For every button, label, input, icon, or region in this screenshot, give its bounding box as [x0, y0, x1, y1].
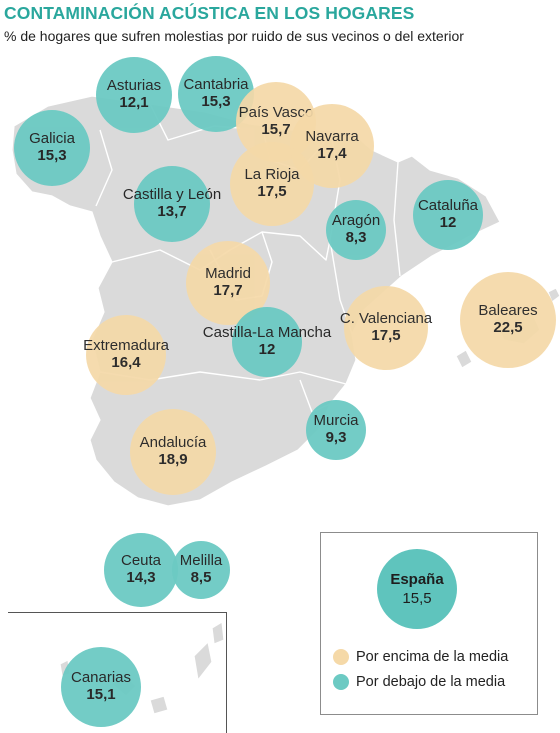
region-bubble: La Rioja 17,5	[230, 142, 314, 226]
chart-title: CONTAMINACIÓN ACÚSTICA EN LOS HOGARES	[4, 3, 415, 23]
region-name: Cantabria	[183, 76, 249, 94]
national-name: España	[390, 570, 444, 588]
legend-above: Por encima de la media	[333, 649, 508, 665]
region-bubble: Andalucía 18,9	[130, 409, 216, 495]
region-bubble: Extremadura 16,4	[83, 315, 169, 395]
region-name: Canarias	[70, 669, 132, 687]
region-name: Castilla-La Mancha	[202, 324, 332, 342]
region-value: 15,3	[37, 147, 67, 164]
region-value: 18,9	[158, 451, 188, 468]
region-name: Navarra	[305, 128, 359, 146]
region-value: 16,4	[111, 354, 141, 371]
region-bubble: Baleares 22,5	[460, 272, 556, 368]
national-value: 15,5	[402, 590, 432, 607]
region-name: Castilla y León	[122, 186, 222, 204]
region-value: 15,3	[201, 93, 231, 110]
region-value: 14,3	[126, 569, 156, 586]
region-name: Ceuta	[120, 552, 162, 570]
region-name: Madrid	[205, 265, 251, 283]
region-name: Aragón	[331, 212, 381, 230]
region-value: 12	[439, 214, 457, 231]
region-value: 17,7	[213, 282, 243, 299]
island-fuerteventura	[193, 641, 213, 681]
region-bubble: Murcia 9,3	[306, 400, 366, 460]
region-name: C. Valenciana	[339, 310, 433, 328]
region-name: País Vasco	[238, 104, 314, 122]
region-value: 8,5	[190, 569, 212, 586]
region-name: Cataluña	[417, 197, 479, 215]
region-value: 15,7	[261, 121, 291, 138]
island-gran-canaria	[149, 695, 169, 715]
legend-below-label: Por debajo de la media	[356, 674, 506, 690]
region-value: 13,7	[157, 203, 187, 220]
region-bubble: Ceuta 14,3	[104, 533, 178, 607]
region-value: 17,5	[371, 327, 401, 344]
region-value: 8,3	[345, 229, 367, 246]
region-name: Melilla	[179, 552, 223, 570]
national-average-bubble: España 15,5	[377, 549, 457, 629]
above-average-swatch	[333, 649, 349, 665]
region-name: Baleares	[478, 302, 538, 320]
island-lanzarote	[211, 621, 225, 645]
region-bubble: Cataluña 12	[413, 180, 483, 250]
region-name: Murcia	[313, 412, 359, 430]
region-bubble: Asturias 12,1	[96, 57, 172, 133]
region-name: Galicia	[29, 130, 75, 148]
legend-above-label: Por encima de la media	[356, 649, 509, 665]
region-bubble: Galicia 15,3	[14, 110, 90, 186]
region-name: La Rioja	[244, 166, 300, 184]
region-value: 12,1	[119, 94, 149, 111]
canarias-inset-frame	[8, 612, 227, 733]
region-name: Asturias	[106, 77, 162, 95]
chart-subtitle: % de hogares que sufren molestias por ru…	[4, 28, 464, 44]
region-bubble: Aragón 8,3	[326, 200, 386, 260]
region-bubble: C. Valenciana 17,5	[340, 286, 432, 370]
region-value: 17,5	[257, 183, 287, 200]
island-ibiza	[455, 349, 473, 369]
region-bubble: Canarias 15,1	[61, 647, 141, 727]
region-bubble: Melilla 8,5	[172, 541, 230, 599]
region-bubble: Castilla y León 13,7	[123, 166, 221, 242]
region-name: Extremadura	[83, 337, 169, 355]
region-value: 22,5	[493, 319, 523, 336]
region-value: 15,1	[86, 686, 116, 703]
region-value: 17,4	[317, 145, 347, 162]
region-value: 9,3	[325, 429, 347, 446]
region-name: Andalucía	[139, 434, 207, 452]
region-bubble: Castilla-La Mancha 12	[203, 307, 331, 377]
region-value: 12	[258, 341, 276, 358]
region-bubble: Navarra 17,4	[290, 104, 374, 188]
below-average-swatch	[333, 674, 349, 690]
legend-below: Por debajo de la media	[333, 674, 505, 690]
legend: España 15,5 Por encima de la media Por d…	[320, 532, 538, 715]
